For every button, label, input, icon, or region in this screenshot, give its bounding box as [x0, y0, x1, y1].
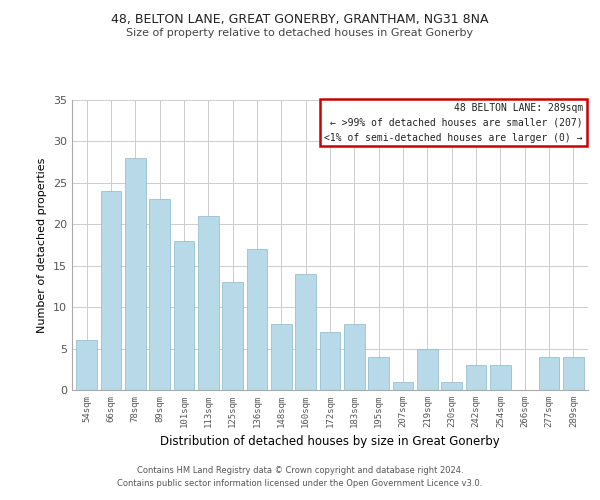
Bar: [490, 365, 511, 390]
X-axis label: Distribution of detached houses by size in Great Gonerby: Distribution of detached houses by size …: [160, 436, 500, 448]
Bar: [76, 340, 97, 390]
Bar: [247, 249, 268, 390]
Bar: [442, 382, 462, 390]
Y-axis label: Number of detached properties: Number of detached properties: [37, 158, 47, 332]
Bar: [222, 282, 243, 390]
Bar: [173, 241, 194, 390]
Bar: [101, 191, 121, 390]
Text: Contains HM Land Registry data © Crown copyright and database right 2024.
Contai: Contains HM Land Registry data © Crown c…: [118, 466, 482, 487]
Text: 48 BELTON LANE: 289sqm
← >99% of detached houses are smaller (207)
<1% of semi-d: 48 BELTON LANE: 289sqm ← >99% of detache…: [325, 103, 583, 142]
Bar: [466, 365, 487, 390]
Bar: [563, 357, 584, 390]
Text: Size of property relative to detached houses in Great Gonerby: Size of property relative to detached ho…: [127, 28, 473, 38]
Bar: [539, 357, 559, 390]
Bar: [344, 324, 365, 390]
Bar: [320, 332, 340, 390]
Bar: [417, 348, 438, 390]
Bar: [198, 216, 218, 390]
Text: 48, BELTON LANE, GREAT GONERBY, GRANTHAM, NG31 8NA: 48, BELTON LANE, GREAT GONERBY, GRANTHAM…: [111, 12, 489, 26]
Bar: [149, 200, 170, 390]
Bar: [295, 274, 316, 390]
Bar: [392, 382, 413, 390]
Bar: [368, 357, 389, 390]
Bar: [125, 158, 146, 390]
Bar: [271, 324, 292, 390]
